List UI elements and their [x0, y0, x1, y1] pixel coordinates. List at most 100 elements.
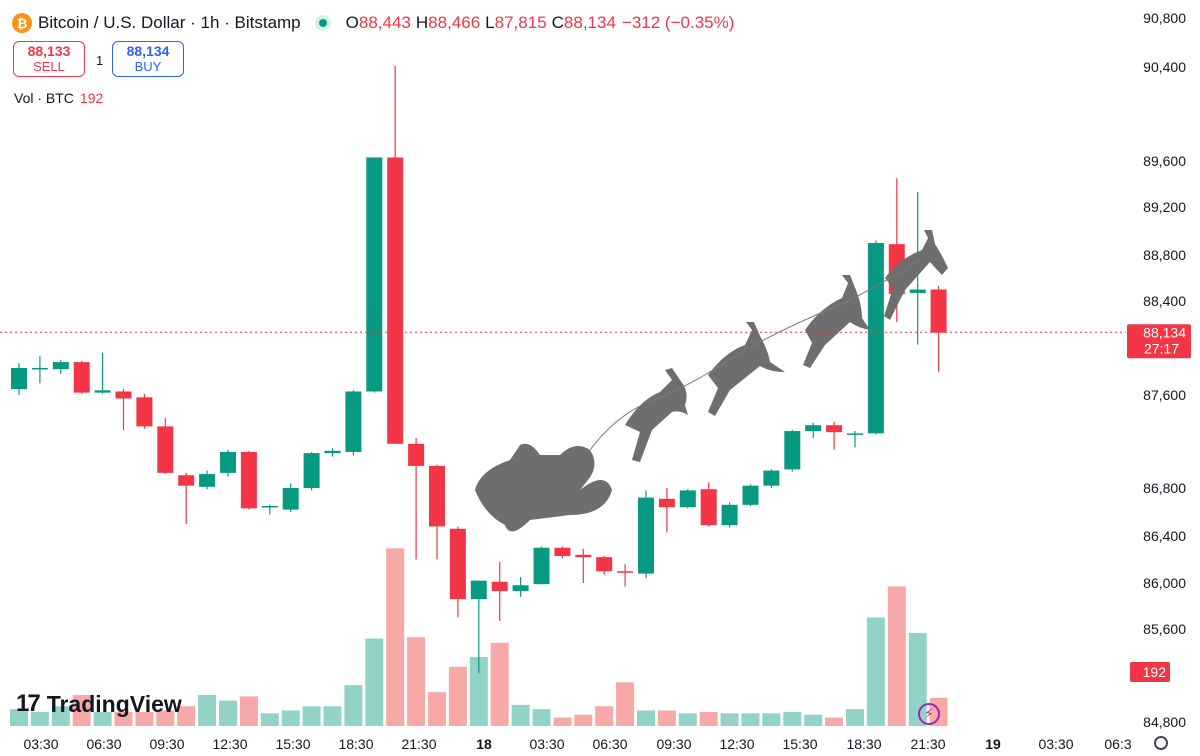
volume-bar: [239, 696, 258, 726]
ohlc-high-key: H: [415, 13, 429, 32]
volume-bar: [30, 711, 49, 726]
x-axis-tick-label: 03:30: [23, 736, 58, 752]
volume-bar: [595, 706, 614, 726]
volume-bar: [720, 713, 739, 726]
candle-body: [617, 571, 634, 573]
candle-body: [742, 485, 759, 505]
y-axis-tick-label: 87,600: [1143, 387, 1186, 403]
candle-body: [408, 443, 425, 466]
candle-body: [449, 528, 466, 600]
volume-bar: [448, 666, 467, 726]
volume-bar: [846, 709, 864, 726]
y-axis-tick-label: 90,800: [1143, 10, 1186, 26]
chart-header: ₿ Bitcoin / U.S. Dollar · 1h · Bitstamp …: [12, 10, 734, 36]
candle-body: [345, 391, 362, 452]
x-axis-tick-label: 12:30: [212, 736, 247, 752]
candle-body: [73, 362, 90, 393]
volume-bar: [741, 713, 760, 726]
volume-bar: [490, 642, 509, 726]
volume-bar: [72, 694, 91, 726]
candle-body: [930, 289, 947, 333]
volume-bar: [407, 637, 426, 726]
volume-bar: [135, 711, 154, 726]
volume-bar: [699, 711, 718, 726]
candle-body: [157, 426, 174, 473]
candle-body: [700, 489, 717, 526]
candle-body: [282, 488, 299, 510]
ohlc-close-value: 88,134: [563, 13, 616, 32]
volume-bar: [678, 713, 697, 726]
spread-value: 1: [96, 53, 104, 68]
y-axis-tick-label: 89,600: [1143, 153, 1186, 169]
buy-price: 88,134: [126, 43, 170, 59]
volume-bar: [762, 713, 781, 726]
x-axis-tick-label: 18:30: [338, 736, 373, 752]
candle-body: [94, 390, 111, 393]
reindeer-2: [708, 322, 785, 416]
candle-body: [178, 475, 195, 486]
volume-bar: [156, 710, 175, 726]
sell-price: 88,133: [27, 43, 71, 59]
volume-bar: [260, 713, 279, 726]
candle-body: [805, 425, 822, 432]
candle-body: [512, 585, 529, 592]
volume-bar: [908, 632, 927, 726]
candle-body: [638, 497, 654, 574]
candle-body: [324, 450, 341, 454]
candle-body: [199, 474, 216, 487]
lightning-bolt-icon[interactable]: ⚡: [918, 703, 940, 725]
y-axis-tick-label: 89,200: [1143, 199, 1186, 215]
candle-body: [240, 451, 257, 509]
tradingview-mark-icon: 17: [16, 690, 41, 717]
candle-body: [847, 433, 863, 435]
volume-bar: [365, 638, 384, 726]
reins: [589, 259, 921, 451]
volume-bar: [866, 617, 885, 726]
candle-body: [115, 391, 132, 399]
santa-sleigh-reindeer-illustration: [475, 230, 948, 532]
candle-body: [136, 397, 153, 427]
symbol-title[interactable]: Bitcoin / U.S. Dollar · 1h · Bitstamp: [38, 13, 301, 32]
candle-body: [679, 490, 696, 508]
x-axis-tick-label: 21:30: [910, 736, 945, 752]
volume-bar: [219, 700, 237, 726]
volume-bar: [428, 692, 446, 726]
y-axis-tick-label: 86,400: [1143, 528, 1186, 544]
ohlc-open-value: 88,443: [358, 13, 411, 32]
x-axis-tick-label: 09:30: [656, 736, 691, 752]
candle-body: [826, 425, 843, 433]
tradingview-logo[interactable]: 17 TradingView: [16, 690, 182, 718]
x-axis-tick-label: 06:3: [1104, 736, 1131, 752]
reindeer-1: [625, 368, 688, 462]
current-price-label: 88,134: [1143, 324, 1186, 340]
candle-body: [220, 451, 236, 473]
settings-gear-icon[interactable]: [1154, 736, 1168, 750]
candle-body: [867, 243, 884, 434]
volume-bar: [51, 706, 70, 726]
volume-bar: [783, 711, 802, 726]
volume-bar: [657, 710, 676, 726]
sell-button[interactable]: 88,133 SELL: [13, 41, 85, 77]
volume-bar: [825, 717, 844, 726]
volume-bar: [302, 706, 321, 726]
reindeer-3: [803, 275, 870, 368]
buy-button[interactable]: 88,134 BUY: [112, 41, 184, 77]
y-axis-tick-label: 86,800: [1143, 480, 1186, 496]
candle-body: [658, 498, 675, 508]
x-axis-tick-label: 15:30: [782, 736, 817, 752]
y-axis-tick-label: 88,800: [1143, 247, 1186, 263]
tradingview-wordmark: TradingView: [46, 690, 182, 717]
volume-bar: [616, 682, 635, 726]
ohlc-open-key: O: [345, 13, 359, 32]
x-axis-tick-label: 15:30: [275, 736, 310, 752]
reindeer-4: [884, 230, 948, 320]
volume-bar: [804, 714, 823, 726]
volume-legend[interactable]: Vol · BTC 192: [14, 90, 103, 106]
y-axis-tick-label: 84,800: [1143, 714, 1186, 730]
candle-body: [784, 431, 801, 470]
x-axis-tick-label: 19: [985, 736, 1001, 752]
volume-bar: [177, 706, 196, 726]
x-axis-tick-label: 06:30: [592, 736, 627, 752]
volume-bar: [637, 710, 655, 726]
